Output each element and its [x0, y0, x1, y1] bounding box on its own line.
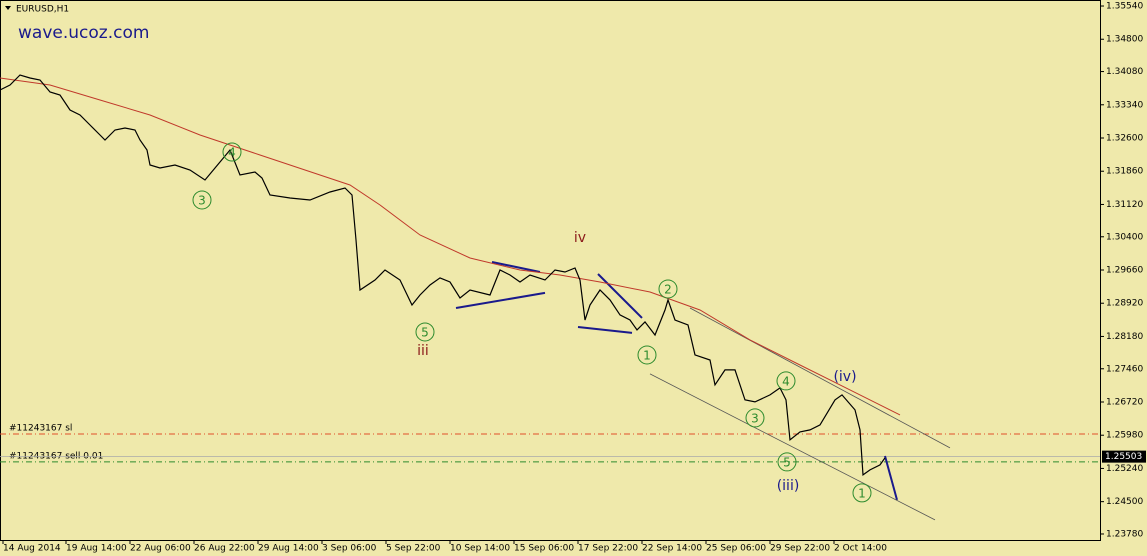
wave-label: iv: [574, 230, 586, 246]
menu-arrow: [5, 6, 11, 10]
y-tick-label: 1.35540: [1106, 2, 1143, 12]
wave-label: (iii): [777, 478, 800, 494]
y-tick-label: 1.31120: [1106, 200, 1143, 210]
x-tick-label: 22 Sep 14:00: [642, 544, 702, 554]
y-tick-label: 1.34800: [1106, 35, 1143, 45]
wave-label: 2: [664, 282, 672, 296]
y-tick-label: 1.24500: [1106, 497, 1143, 507]
wave-circle: [745, 408, 765, 428]
x-tick-label: 22 Aug 06:00: [130, 544, 191, 554]
wave-label: 5: [783, 455, 791, 469]
x-tick-label: 5 Sep 22:00: [386, 544, 441, 554]
wave-label: 3: [751, 411, 759, 425]
y-tick-label: 1.32600: [1106, 134, 1143, 144]
x-tick-label: 19 Aug 14:00: [66, 544, 127, 554]
wave-label: (iv): [833, 369, 856, 385]
price-tag: 1.25503: [1105, 452, 1142, 462]
wave-circle: [658, 279, 678, 299]
wave-label: 1: [643, 348, 651, 362]
wave-label: 4: [782, 374, 790, 388]
wave-circle: [415, 322, 435, 342]
y-tick-label: 1.34080: [1106, 67, 1143, 77]
wave-label: 3: [198, 193, 206, 207]
wave-circle: [637, 345, 657, 365]
y-tick-label: 1.27460: [1106, 364, 1143, 374]
wave-label: 4: [228, 145, 236, 159]
y-tick-label: 1.28920: [1106, 299, 1143, 309]
trend-line: [597, 273, 643, 319]
x-tick-label: 10 Sep 14:00: [450, 544, 510, 554]
x-tick-label: 29 Aug 14:00: [258, 544, 319, 554]
price-tag-box: [1102, 450, 1146, 463]
wave-label: iii: [417, 343, 429, 359]
y-tick-label: 1.28180: [1106, 332, 1143, 342]
trend-line: [455, 291, 546, 309]
x-tick-label: 25 Sep 06:00: [706, 544, 766, 554]
wave-label: 5: [421, 325, 429, 339]
x-tick-label: 3 Sep 06:00: [322, 544, 377, 554]
y-tick-label: 1.30400: [1106, 232, 1143, 242]
x-tick-label: 29 Sep 22:00: [770, 544, 830, 554]
wave-circle: [222, 142, 242, 162]
watermark: wave.ucoz.com: [18, 23, 149, 43]
y-tick-label: 1.31860: [1106, 167, 1143, 177]
y-tick-label: 1.25980: [1106, 431, 1143, 441]
trend-line: [491, 261, 541, 273]
x-tick-label: 15 Sep 06:00: [514, 544, 574, 554]
y-tick-label: 1.25240: [1106, 464, 1143, 474]
x-tick-label: 17 Sep 22:00: [578, 544, 638, 554]
wave-circle: [776, 371, 796, 391]
y-tick-label: 1.23780: [1106, 529, 1143, 539]
wave-circle: [852, 483, 872, 503]
trend-line: [884, 455, 898, 501]
x-tick-label: 26 Aug 22:00: [194, 544, 255, 554]
x-tick-label: 14 Aug 2014: [3, 544, 61, 554]
wave-circle: [192, 190, 212, 210]
x-tick-label: 2 Oct 14:00: [834, 544, 887, 554]
order-label: #11243167 sl: [9, 423, 72, 433]
y-tick-label: 1.26720: [1106, 397, 1143, 407]
trend-line: [689, 307, 951, 449]
price-series: [0, 77, 901, 416]
y-tick-label: 1.29660: [1106, 266, 1143, 276]
price-series: [0, 74, 886, 477]
wave-circle: [777, 452, 797, 472]
trend-line: [649, 373, 936, 521]
trend-line: [577, 326, 633, 334]
y-tick-label: 1.33340: [1106, 100, 1143, 110]
wave-label: 1: [858, 486, 866, 500]
chart-title: EURUSD,H1: [16, 5, 69, 15]
